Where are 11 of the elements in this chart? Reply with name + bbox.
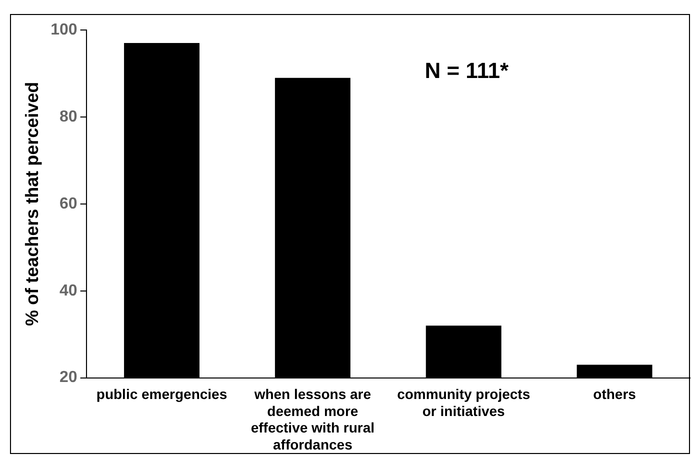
x-tick-label: others bbox=[593, 386, 636, 402]
y-tick-label: 60 bbox=[60, 195, 78, 212]
annotation: N = 111* bbox=[424, 58, 509, 84]
y-tick-label: 80 bbox=[60, 108, 78, 126]
x-tick-label: public emergencies bbox=[96, 386, 228, 402]
y-axis-title: % of teachers that perceived bbox=[22, 82, 42, 326]
y-tick-label: 100 bbox=[50, 21, 78, 38]
y-tick-label: 40 bbox=[60, 282, 78, 300]
x-tick-label: when lessons are deemed more effective with rural affordances bbox=[250, 386, 375, 452]
x-tick-label: community projects or initiatives bbox=[397, 386, 530, 419]
y-tick-label: 20 bbox=[60, 369, 78, 386]
